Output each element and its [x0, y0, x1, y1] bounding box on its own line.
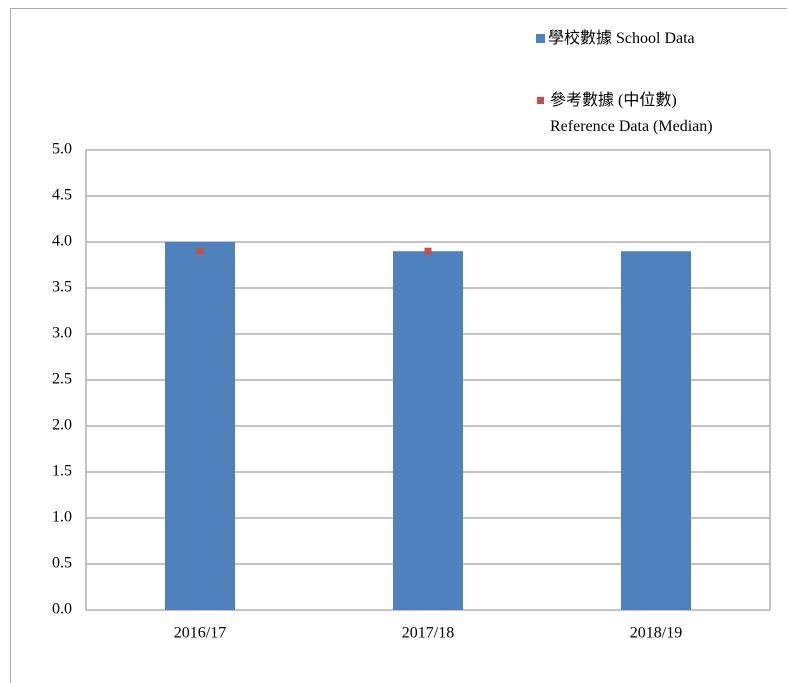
y-tick-label: 4.5	[52, 187, 72, 204]
bar	[393, 251, 463, 610]
y-tick-label: 4.0	[52, 233, 72, 250]
legend-label: 參考數據 (中位數) Reference Data (Median)	[550, 92, 713, 135]
y-tick-label: 2.0	[52, 417, 72, 434]
y-tick-label: 3.5	[52, 279, 72, 296]
frame	[10, 8, 787, 683]
y-tick-label: 0.0	[52, 601, 72, 618]
y-tick-label: 5.0	[52, 141, 72, 158]
legend-swatch	[537, 97, 544, 104]
y-tick-label: 1.5	[52, 463, 72, 480]
y-tick-label: 1.0	[52, 509, 72, 526]
x-tick-label: 2016/17	[174, 625, 226, 642]
bar	[165, 242, 235, 610]
y-tick-label: 2.5	[52, 371, 72, 388]
x-tick-label: 2017/18	[402, 625, 454, 642]
x-tick-label: 2018/19	[630, 625, 682, 642]
y-tick-label: 0.5	[52, 555, 72, 572]
bar	[621, 251, 691, 610]
marker	[196, 247, 204, 255]
legend-swatch	[536, 34, 545, 43]
marker	[424, 247, 432, 255]
legend-label: 學校數據 School Data	[548, 30, 695, 47]
y-tick-label: 3.0	[52, 325, 72, 342]
